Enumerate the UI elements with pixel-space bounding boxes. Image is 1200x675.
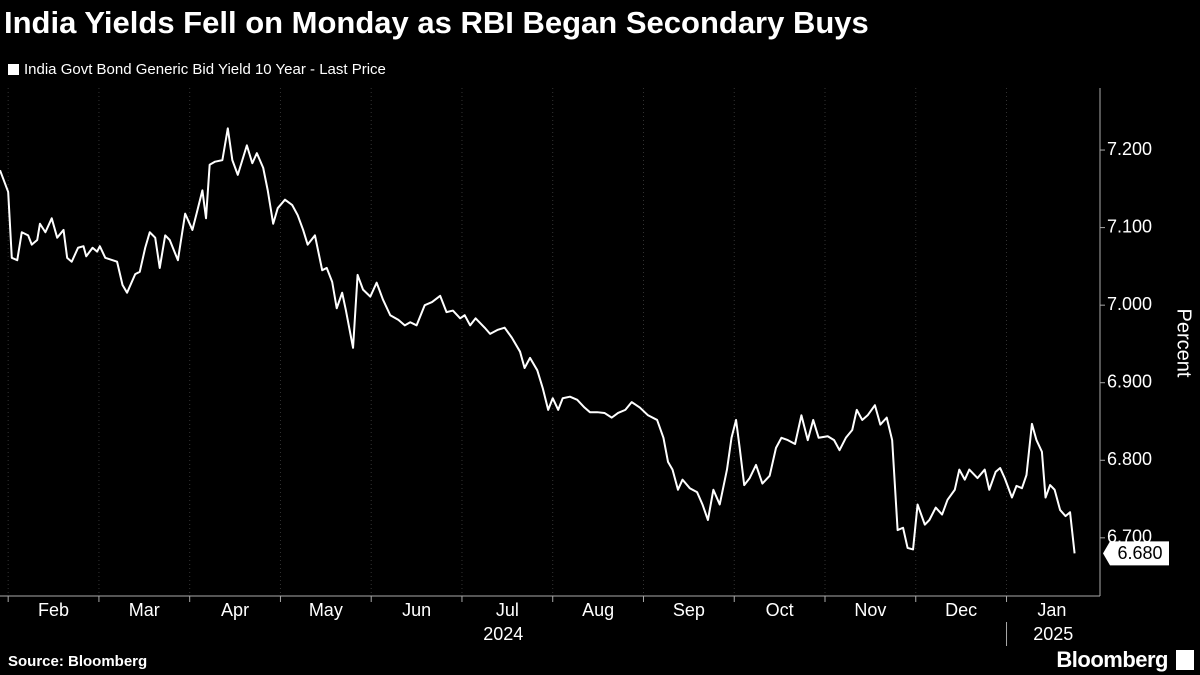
x-tick-label: Nov bbox=[854, 600, 886, 620]
x-tick-label: Sep bbox=[673, 600, 705, 620]
year-label: 2025 bbox=[1033, 624, 1073, 644]
source: Source: Bloomberg bbox=[8, 653, 147, 670]
x-tick-label: Oct bbox=[766, 600, 794, 620]
y-tick-label: 6.800 bbox=[1107, 449, 1152, 469]
x-tick-label: Mar bbox=[129, 600, 160, 620]
value-label: 6.680 bbox=[1117, 543, 1162, 563]
logo: Bloomberg bbox=[1056, 647, 1168, 672]
logo-icon bbox=[1176, 650, 1194, 670]
y-tick-label: 7.200 bbox=[1107, 139, 1152, 159]
value-label-box bbox=[1103, 541, 1169, 566]
x-tick-label: Feb bbox=[38, 600, 69, 620]
x-tick-label: May bbox=[309, 600, 343, 620]
y-axis-label: Percent bbox=[1173, 309, 1195, 378]
legend-swatch bbox=[8, 64, 19, 75]
line bbox=[0, 127, 1076, 554]
x-tick-label: Jul bbox=[496, 600, 519, 620]
y-tick-label: 6.900 bbox=[1107, 371, 1152, 391]
x-tick-label: Jan bbox=[1037, 600, 1066, 620]
y-tick-label: 7.000 bbox=[1107, 294, 1152, 314]
y-tick-label: 7.100 bbox=[1107, 216, 1152, 236]
x-tick-label: Aug bbox=[582, 600, 614, 620]
x-tick-label: Jun bbox=[402, 600, 431, 620]
legend-label: India Govt Bond Generic Bid Yield 10 Yea… bbox=[24, 61, 386, 78]
chart-title: India Yields Fell on Monday as RBI Began… bbox=[4, 5, 869, 40]
x-tick-label: Apr bbox=[221, 600, 249, 620]
x-tick-label: Dec bbox=[945, 600, 977, 620]
year-label: 2024 bbox=[483, 624, 523, 644]
